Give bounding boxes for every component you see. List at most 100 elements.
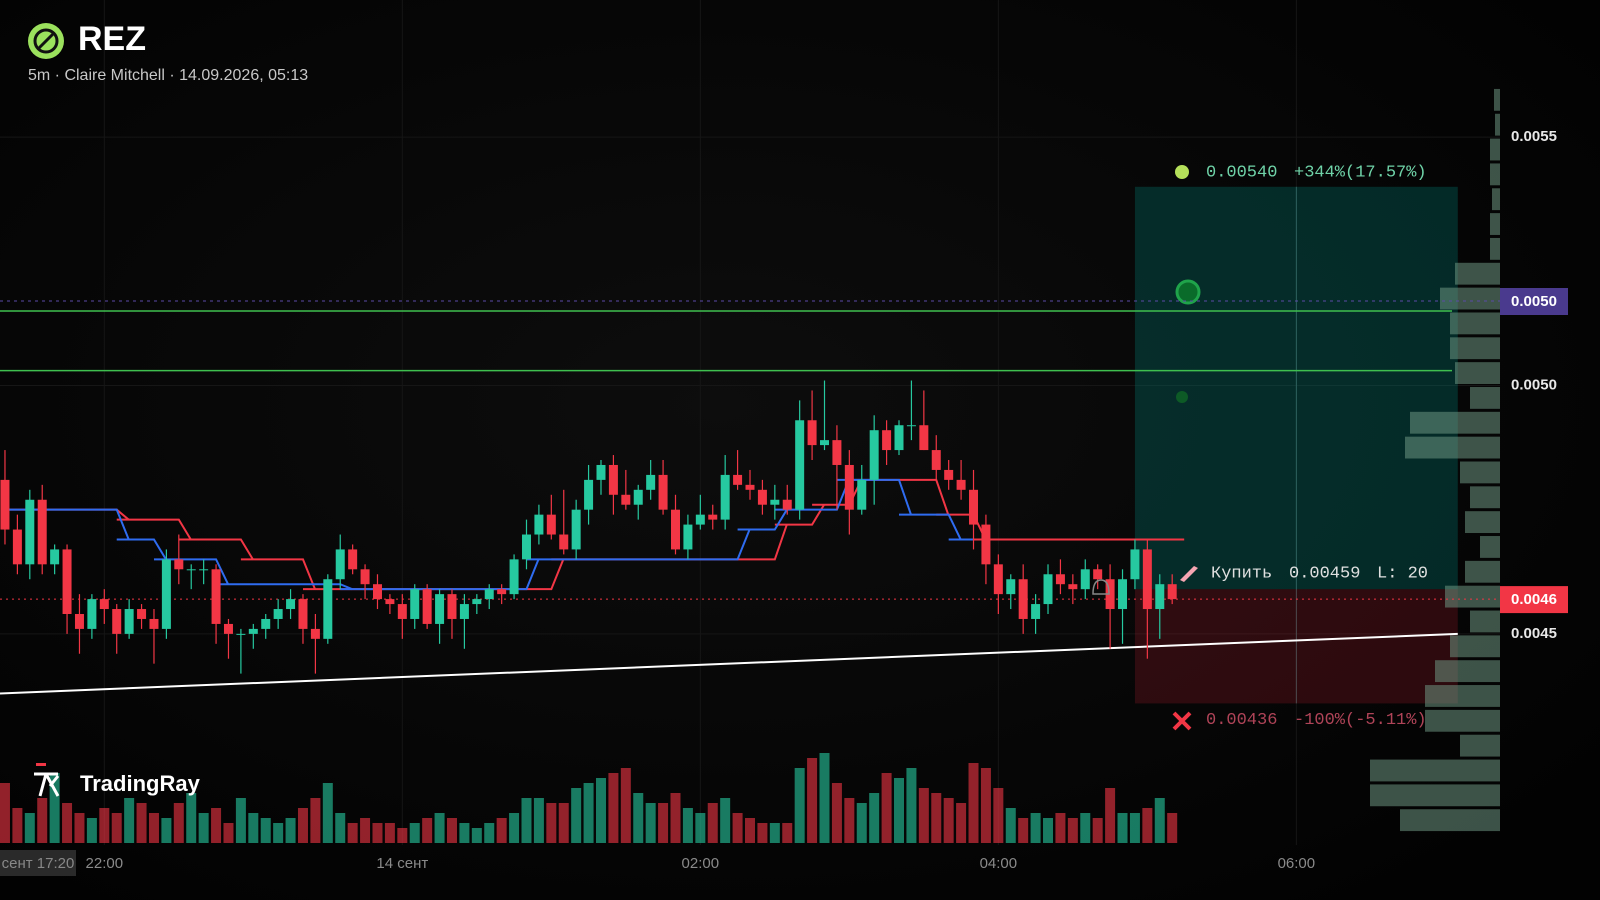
volume-bar [484, 823, 495, 843]
candle-body [1118, 579, 1128, 610]
volume-bar [124, 798, 135, 843]
candle-body [559, 534, 569, 550]
volume-bar [136, 803, 147, 843]
volume-bar [571, 788, 582, 843]
volume-bar [12, 808, 23, 843]
candle-body [484, 589, 494, 600]
volume-bar [285, 818, 296, 843]
candle-body [1130, 549, 1140, 580]
target-icon [1175, 165, 1189, 179]
volume-bar [1067, 818, 1078, 843]
candle-body [931, 450, 941, 470]
cursor-time-badge [0, 850, 76, 876]
volume-bar [943, 798, 954, 843]
candle-body [87, 599, 97, 629]
profile-bar [1425, 685, 1500, 707]
profile-bar [1470, 486, 1500, 509]
profile-bar [1470, 386, 1500, 409]
candle-body [919, 425, 929, 451]
volume-bar [906, 768, 917, 843]
profile-bar [1480, 536, 1500, 558]
volume-bar [595, 778, 606, 843]
alert-bell [1092, 579, 1110, 595]
volume-bar [24, 813, 35, 843]
candle-body [348, 549, 358, 570]
candle-body [248, 628, 258, 634]
candle-body [745, 484, 755, 490]
profile-bar [1455, 362, 1500, 384]
volume-bar [273, 823, 284, 843]
volume-bar [1080, 813, 1091, 843]
volume-bar [148, 813, 159, 843]
candle-body [621, 494, 631, 505]
indicator-step [340, 558, 540, 591]
stop-icon [1172, 711, 1192, 731]
candle-body [1043, 574, 1053, 605]
candle-body [186, 569, 196, 571]
x-tick-label: 22:00 [86, 855, 124, 872]
candle-body [782, 499, 792, 510]
profile-bar [1490, 237, 1500, 260]
volume-bar [1092, 818, 1103, 843]
volume-bar [111, 813, 122, 843]
candle-body [323, 579, 333, 639]
volume-bar [1129, 813, 1140, 843]
candle-body [1105, 579, 1115, 610]
candle-body [1167, 584, 1177, 600]
volume-bar [1055, 813, 1066, 843]
candle-body [521, 534, 531, 560]
volume-bar [347, 823, 358, 843]
volume-bar [0, 783, 10, 843]
profile-bar [1490, 138, 1500, 161]
indicator-step [116, 518, 192, 541]
candle-body [62, 549, 72, 615]
candle-body [720, 474, 730, 520]
logo-stroke [37, 32, 55, 50]
volume-bar [745, 818, 755, 843]
candle-body [1031, 604, 1041, 619]
candle-body [335, 549, 345, 580]
watermark: TradingRay [34, 763, 201, 797]
candle-body [211, 569, 221, 624]
candle-body [882, 430, 892, 451]
volume-bar [1005, 808, 1016, 843]
candle-body [1155, 584, 1165, 610]
volume-bar [856, 803, 867, 843]
volume-bar [297, 808, 308, 843]
volume-bar [831, 783, 842, 843]
header: REZ 5m · Claire Mitchell · 14.09.2026, 0… [28, 20, 308, 84]
volume-bar [173, 803, 184, 843]
volume-bar [509, 813, 520, 843]
candle-body [37, 499, 47, 565]
volume-bar [310, 798, 321, 843]
candle-body [161, 559, 171, 629]
loss-zone [1134, 589, 1458, 704]
alert-badge [1500, 288, 1568, 315]
subtitle: 5m · Claire Mitchell · 14.09.2026, 05:13 [28, 67, 308, 84]
candle-body [894, 425, 904, 451]
volume-bar [695, 813, 706, 843]
candle-body [708, 514, 718, 520]
volume-bar [471, 828, 482, 843]
candle-body [658, 474, 668, 510]
candle-body [534, 514, 544, 535]
profile-bar [1470, 610, 1500, 633]
candle-body [670, 509, 680, 550]
volume-bar [335, 813, 346, 843]
profile-bar [1460, 734, 1500, 757]
volume-bar [459, 823, 470, 843]
profile-bar [1440, 287, 1500, 310]
volume-bar [422, 818, 433, 843]
x-tick-label: 02:00 [682, 855, 720, 872]
volume-bar [757, 823, 768, 843]
volume-bar [620, 768, 631, 843]
candle-body [149, 618, 159, 629]
candle-body [273, 609, 283, 619]
candle-body [261, 618, 271, 629]
profile-bar [1495, 113, 1500, 136]
candle-body [944, 469, 954, 480]
candle-body [25, 499, 35, 565]
profile-bar [1370, 759, 1500, 782]
profile-bar [1455, 262, 1500, 285]
last-price-badge [1500, 586, 1568, 614]
